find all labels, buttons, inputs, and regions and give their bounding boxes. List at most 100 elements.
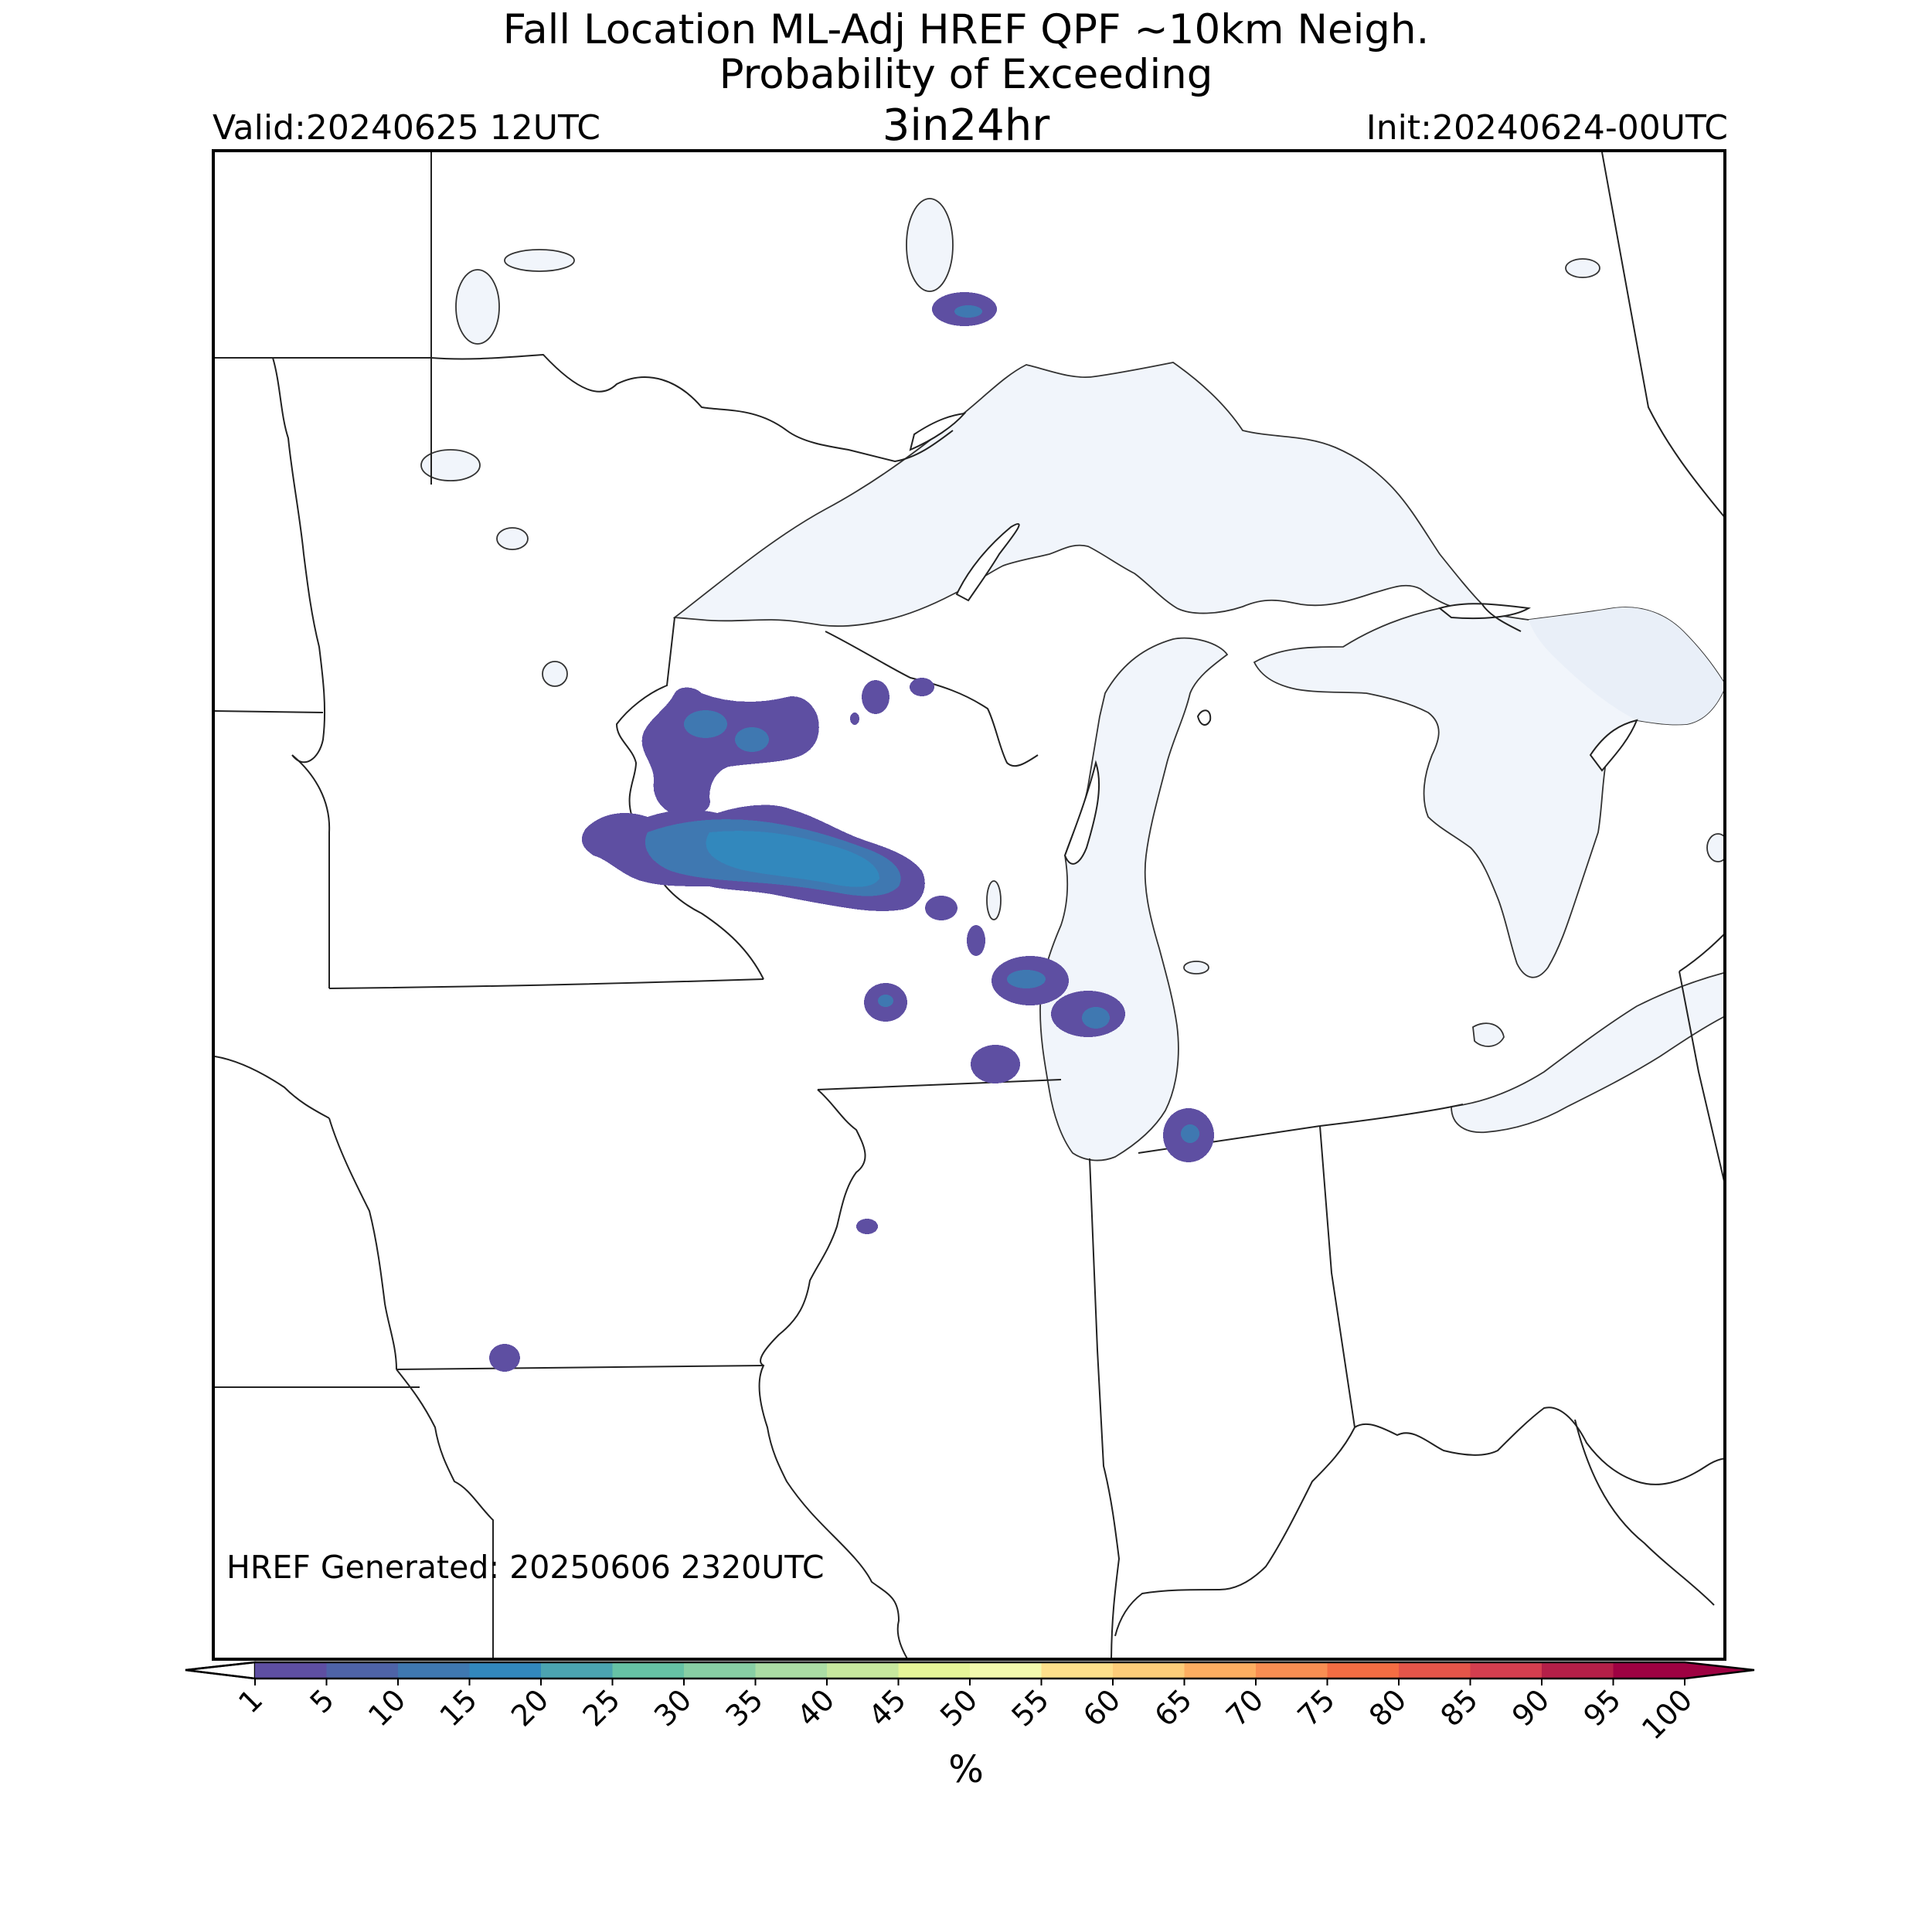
colorbar-tick-label: 5: [304, 1682, 341, 1719]
iowa-nebraska-border: [328, 1117, 397, 1370]
beaver-island: [1196, 709, 1212, 726]
colorbar-tick-label: 40: [791, 1682, 841, 1733]
title-line-2: Probability of Exceeding: [719, 51, 1213, 98]
valid-time-label: Valid:20240625 12UTC: [213, 108, 601, 148]
prob-blob-central-wisconsin: [925, 896, 957, 920]
colorbar-cell: [1041, 1662, 1114, 1679]
colorbar-cell: [684, 1662, 756, 1679]
prob-blob-wi-north-small-1: [862, 680, 889, 714]
map-panel: [212, 149, 1726, 1661]
colorbar-tick-labels: 1 5 10 15 20 25 30 35 40 45 50 55 60 65 70 75 80 85 90 95 10…: [232, 1679, 1699, 1747]
prob-blob-central-band-high: [706, 831, 879, 887]
prob-blob-wi-stream: [967, 925, 985, 956]
indiana-ohio-border: [1319, 1125, 1355, 1428]
colorbar-cell: [827, 1662, 899, 1679]
prob-blob-nw-wisconsin-core: [684, 710, 727, 738]
lake-of-the-woods: [455, 269, 500, 345]
prob-blob-wi-north-dot: [850, 713, 859, 725]
prob-blob-nw-wisconsin-core2: [735, 727, 769, 752]
north-dakota-south-dakota-border: [215, 710, 324, 713]
leech-lake: [496, 527, 529, 550]
map-canvas: [215, 152, 1723, 1658]
colorbar-cell: [1113, 1662, 1185, 1679]
colorbar-cell: [1399, 1662, 1471, 1679]
canada-us-border-east: [1481, 604, 1723, 972]
door-peninsula: [1063, 760, 1100, 865]
bruce-peninsula: [1589, 719, 1638, 772]
colorbar-cell: [469, 1662, 542, 1679]
colorbar-tick-label: 80: [1362, 1682, 1413, 1733]
prob-blob-northwest-wisconsin: [641, 687, 819, 816]
kentucky-west-virginia-border: [1574, 1419, 1715, 1606]
colorbar-tick-label: 30: [648, 1682, 698, 1733]
prob-blob-se-wi-east-core: [1082, 1007, 1110, 1029]
minnesota-iowa-border: [328, 978, 764, 989]
islands: [909, 412, 1638, 865]
prob-blob-sw-wi-core: [878, 995, 893, 1007]
colorbar-cell: [755, 1662, 828, 1679]
colorbar-cell: [1542, 1662, 1614, 1679]
colorbar-cell: [898, 1662, 971, 1679]
colorbar-tick-label: 10: [362, 1682, 412, 1733]
colorbar: 1 5 10 15 20 25 30 35 40 45 50 55 60 65 70 75 80 85 90 95 10…: [185, 1661, 1755, 1747]
colorbar-cell: [326, 1662, 399, 1679]
michigan-ohio-border: [1319, 1104, 1464, 1127]
colorbar-tick-label: 50: [934, 1682, 984, 1733]
lake-nipigon: [906, 198, 954, 292]
ohio-pennsylvania-border: [1679, 971, 1723, 1182]
colorbar-tick-label: 65: [1148, 1682, 1199, 1733]
colorbar-cell: [255, 1662, 327, 1679]
colorbar-tick-label: 95: [1577, 1682, 1628, 1733]
colorbar-over-extension: [1685, 1662, 1754, 1679]
illinois-indiana-border: [1089, 1158, 1121, 1658]
colorbar-cell: [1184, 1662, 1257, 1679]
colorbar-tick-label: 60: [1077, 1682, 1127, 1733]
isle-royale: [909, 412, 967, 451]
colorbar-tick-label: 1: [232, 1682, 269, 1719]
boundaries: [215, 152, 1723, 1658]
colorbar-tick-label: 20: [505, 1682, 555, 1733]
colorbar-tick-label: 25: [577, 1682, 627, 1733]
colorbar-cell: [970, 1662, 1042, 1679]
prob-blob-se-wi-core: [1007, 970, 1046, 988]
generated-timestamp: HREF Generated: 20250606 2320UTC: [226, 1549, 825, 1586]
prob-blob-lake-superior-north-core: [954, 305, 982, 318]
title-line-3: 3in24hr: [882, 100, 1050, 151]
colorbar-tick-label: 55: [1005, 1682, 1056, 1733]
wisconsin-illinois-border: [817, 1079, 1062, 1090]
prob-blob-northern-illinois: [971, 1045, 1020, 1083]
prob-blob-chicago-core: [1181, 1124, 1199, 1143]
keweenaw-peninsula: [955, 522, 1020, 602]
lake-winnebago: [986, 880, 1002, 920]
ohio-river: [1114, 1406, 1723, 1637]
colorbar-tick-label: 85: [1434, 1682, 1485, 1733]
colorbar-tick-label: 75: [1291, 1682, 1342, 1733]
colorbar-tick-label: 15: [434, 1682, 484, 1733]
prob-blob-illinois-dot: [856, 1219, 878, 1234]
colorbar-tick-label: 70: [1219, 1682, 1270, 1733]
iowa-missouri-border: [396, 1365, 764, 1370]
mississippi-river-iowa-illinois: [758, 1089, 908, 1658]
georgian-bay: [1529, 607, 1723, 725]
colorbar-tick-label: 45: [862, 1682, 913, 1733]
colorbar-tick-label: 35: [719, 1682, 770, 1733]
lake-nipissing: [1565, 258, 1600, 278]
ontario-quebec-border: [1601, 152, 1723, 517]
colorbar-cell: [398, 1662, 470, 1679]
manitoulin-lake: [1183, 961, 1209, 975]
prob-blob-missouri-dot: [489, 1344, 520, 1372]
manitoulin-island: [1437, 603, 1532, 620]
colorbar-cell: [1256, 1662, 1328, 1679]
colorbar-cells: [185, 1661, 1755, 1680]
colorbar-cell: [612, 1662, 685, 1679]
lake-simcoe: [1706, 833, 1723, 862]
lake-st-clair: [1472, 1022, 1505, 1047]
init-time-label: Init:20240624-00UTC: [1366, 108, 1728, 148]
colorbar-cell: [1613, 1662, 1685, 1679]
south-dakota-nebraska-border: [215, 1056, 330, 1119]
title-line-1: Fall Location ML-Adj HREF QPF ~10km Neig…: [502, 6, 1430, 53]
colorbar-cell: [541, 1662, 613, 1679]
colorbar-tick-label: 100: [1635, 1682, 1699, 1746]
prob-blob-wi-north-small-2: [910, 678, 934, 696]
mille-lacs-lake: [542, 661, 568, 687]
